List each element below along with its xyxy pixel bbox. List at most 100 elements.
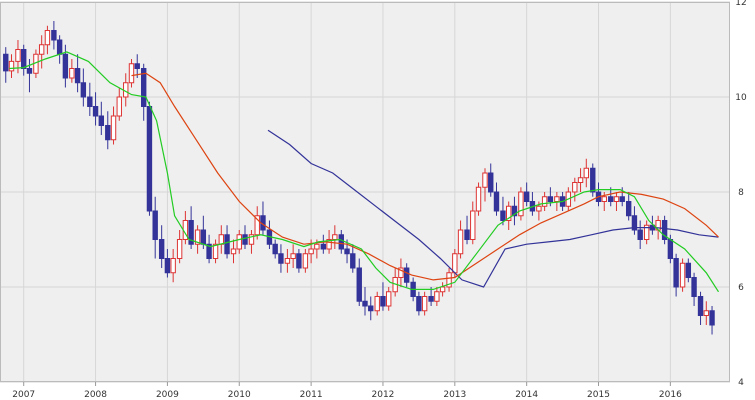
candle-down — [356, 258, 362, 306]
candle-body — [44, 30, 51, 46]
candle-body — [697, 296, 704, 316]
ma-short-line — [9, 51, 720, 293]
candle-up — [374, 291, 380, 316]
candle-up — [506, 201, 512, 230]
candle-body — [625, 201, 632, 217]
candle-body — [141, 68, 147, 107]
candle-body — [446, 272, 452, 288]
candle-body — [170, 258, 176, 274]
candle-body — [421, 296, 428, 312]
candle-up — [386, 287, 392, 311]
candle-body — [38, 44, 45, 55]
candle-down — [488, 163, 494, 197]
candle-down — [134, 54, 140, 78]
candle-down — [523, 182, 530, 207]
candle-up — [643, 220, 650, 245]
candle-up — [583, 158, 589, 188]
candle-down — [380, 282, 386, 311]
candle-body — [116, 96, 122, 117]
candle-down — [164, 249, 171, 278]
candle-up — [248, 230, 255, 254]
candles — [3, 21, 715, 335]
candle-body — [577, 177, 584, 183]
candle-down — [625, 192, 632, 221]
candle-body — [15, 49, 21, 62]
candle-body — [416, 296, 422, 312]
candle-down — [21, 44, 27, 76]
candle-body — [643, 224, 650, 240]
candle-down — [493, 182, 500, 216]
candle-down — [242, 225, 248, 249]
candle-body — [380, 296, 386, 307]
candle-up — [38, 35, 45, 69]
candle-body — [631, 215, 638, 231]
candle-body — [452, 253, 458, 274]
x-tick-label: 2014 — [515, 390, 538, 400]
candle-body — [206, 243, 212, 259]
candle-body — [134, 63, 140, 69]
candle-up — [554, 192, 560, 211]
candle-up — [8, 54, 15, 78]
candle-body — [56, 39, 63, 55]
candle-body — [110, 115, 117, 141]
candle-body — [236, 234, 242, 250]
candle-body — [87, 96, 93, 107]
x-tick-label: 2011 — [300, 390, 323, 400]
candle-body — [74, 68, 81, 84]
y-tick-label: 6 — [738, 283, 744, 293]
candle-down — [428, 287, 434, 306]
ma-medium-line — [131, 72, 719, 281]
candle-down — [105, 111, 111, 150]
candle-body — [164, 258, 171, 274]
candle-body — [601, 196, 607, 202]
candle-down — [272, 239, 278, 259]
candle-body — [62, 53, 69, 79]
candle-body — [619, 196, 625, 202]
candle-body — [21, 49, 27, 69]
candle-body — [464, 229, 470, 240]
candle-up — [194, 225, 201, 254]
candle-body — [457, 229, 464, 255]
moving-averages — [9, 51, 720, 293]
candle-body — [709, 310, 715, 326]
candle-down — [74, 54, 81, 93]
candle-body — [254, 215, 260, 236]
candle-body — [362, 300, 368, 307]
candle-body — [296, 253, 302, 269]
candle-body — [679, 262, 686, 288]
candle-down — [188, 206, 194, 249]
candle-body — [344, 248, 350, 255]
candle-body — [314, 243, 320, 250]
candle-down — [87, 82, 93, 116]
candle-up — [176, 230, 183, 264]
candle-body — [398, 267, 404, 278]
candle-up — [398, 258, 404, 287]
candle-down — [80, 68, 87, 107]
candle-up — [703, 301, 709, 325]
candle-up — [421, 291, 428, 316]
candle-down — [709, 306, 715, 335]
candle-body — [152, 210, 158, 240]
candle-down — [685, 258, 692, 283]
candle-down — [590, 163, 596, 197]
candle-down — [661, 215, 668, 245]
candle-down — [296, 249, 302, 273]
candle-body — [326, 239, 332, 250]
candle-up — [613, 192, 620, 211]
candle-body — [320, 243, 327, 250]
candle-body — [92, 106, 99, 117]
plot-frame — [0, 2, 730, 382]
candle-down — [278, 244, 284, 273]
candle-up — [290, 244, 296, 268]
candle-body — [350, 253, 356, 269]
candle-down — [206, 234, 212, 264]
candle-body — [284, 258, 291, 264]
candle-body — [482, 172, 488, 188]
candle-up — [302, 249, 309, 273]
candle-body — [272, 243, 278, 255]
candle-down — [697, 291, 704, 325]
candle-body — [434, 291, 440, 302]
x-tick-label: 2013 — [443, 390, 466, 400]
candle-body — [146, 106, 153, 212]
